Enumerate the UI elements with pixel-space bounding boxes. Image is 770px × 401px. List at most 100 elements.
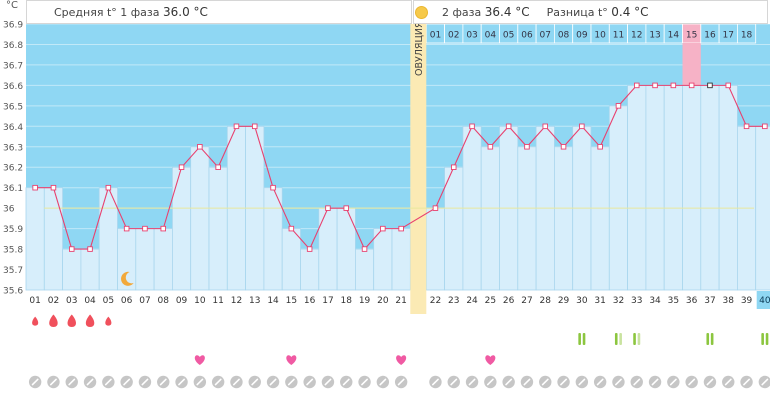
edit-day-icon-stroke [450,378,458,386]
day-markers [28,271,770,389]
phase1-value: 36.0 °C [163,5,208,19]
x-tick-label: 10 [194,296,206,306]
pill-icon [633,333,636,345]
heart-icon [485,355,496,365]
temperature-point [361,246,368,252]
edit-day-icon-stroke [251,378,259,386]
y-tick-label: 36.7 [3,61,23,71]
temperature-point [560,144,567,150]
temperature-point [615,103,622,109]
temperature-point [251,123,258,130]
post-ovulation-day-label: 15 [686,31,697,41]
x-tick-label: 16 [304,296,316,306]
temperature-bar [718,84,738,291]
pill-icon [706,333,710,345]
y-tick-label: 36.2 [3,164,23,174]
drop-icon [32,316,39,326]
drop-icon [105,316,112,326]
temperature-point [542,123,549,130]
post-ovulation-day-label: 13 [649,31,660,41]
temperature-bar [80,248,100,291]
edit-day-icon-stroke [669,378,677,386]
ovulation-band-rect [410,24,427,314]
temperature-series-line [35,84,765,251]
pill-icon [637,333,641,345]
temperature-bar [43,187,63,291]
temperature-point [288,225,295,232]
post-ovulation-day-label: 04 [485,31,497,41]
x-tick-label: 31 [594,296,605,306]
post-ovulation-day-label: 05 [503,31,514,41]
y-tick-label: 35.9 [3,225,23,235]
edit-day-icon-stroke [468,378,476,386]
y-tick-label: 36.6 [3,82,23,92]
post-ovulation-day-label: 11 [613,31,624,41]
temperature-bar [755,125,770,291]
diff-label: Разница t° [546,6,608,19]
x-tick-label: 33 [631,296,642,306]
x-tick-label: 03 [66,296,77,306]
ovulation-label: ОВУЛЯЦИЯ [414,21,425,76]
edit-day-icon-stroke [178,378,185,386]
highlight-day-band [682,43,701,86]
pill-icon [710,333,714,345]
temperature-bar [373,228,393,291]
temperature-point [398,225,404,232]
temperature-point [380,225,386,232]
edit-day-icon-stroke [31,378,39,386]
temperature-point [451,164,457,170]
drop-icon [49,314,58,327]
post-ovulation-day-label: 06 [521,31,533,41]
x-tick-label: 39 [741,296,753,306]
x-tick-label: 21 [395,296,406,306]
x-tick-label: 28 [540,296,552,306]
temperature-point [105,184,112,191]
temperature-point [707,82,713,89]
temperature-point [142,225,148,232]
temperature-point [432,205,439,211]
phase1-label: Средняя t° 1 фаза [54,6,160,19]
edit-day-icon-stroke [324,378,332,386]
x-tick-label: 25 [485,296,496,306]
x-tick-label: 18 [341,296,353,306]
x-tick-label: 29 [558,296,570,306]
edit-day-icon-stroke [123,378,131,386]
x-tick-label: 22 [430,296,441,306]
temperature-point [160,225,166,232]
edit-day-icon-stroke [86,378,94,386]
pill-icon [578,333,581,345]
post-ovulation-day-label: 08 [558,31,570,41]
diff-value: 0.4 °C [611,5,649,19]
temperature-bar [171,166,192,291]
current-day-highlight [756,291,770,309]
edit-day-icon-stroke [688,378,696,386]
temperature-point [725,82,732,89]
x-tick-label: 32 [613,296,624,306]
y-tick-label: 36.1 [3,184,23,194]
sun-icon [416,7,427,18]
temperature-point [652,82,658,89]
phase2-summary: 2 фаза 36.4 °C Разница t° 0.4 °C [413,0,768,24]
edit-day-icon-stroke [541,378,549,386]
temperature-bar [700,84,720,291]
temperature-point [524,144,530,150]
temperature-bar [190,146,210,291]
drop-icon [85,314,95,327]
temperature-bar [682,84,702,291]
heart-icon [396,355,407,365]
edit-day-icon-stroke [159,378,167,386]
x-tick-label: 05 [103,296,114,306]
temperature-bar [627,84,647,291]
phase2-label: 2 фаза [442,6,482,19]
edit-day-icon-stroke [196,378,204,386]
temperature-point [325,205,331,211]
y-tick-label: 36.3 [3,143,23,153]
post-ovulation-day-label: 12 [631,31,642,41]
temperature-bar [25,187,45,291]
edit-day-icon-stroke [397,378,405,386]
post-ovulation-day-label: 14 [668,31,680,41]
temperature-point [50,184,57,191]
x-tick-label: 01 [29,296,40,306]
temperature-line [32,82,768,252]
edit-day-icon-stroke [104,378,112,386]
